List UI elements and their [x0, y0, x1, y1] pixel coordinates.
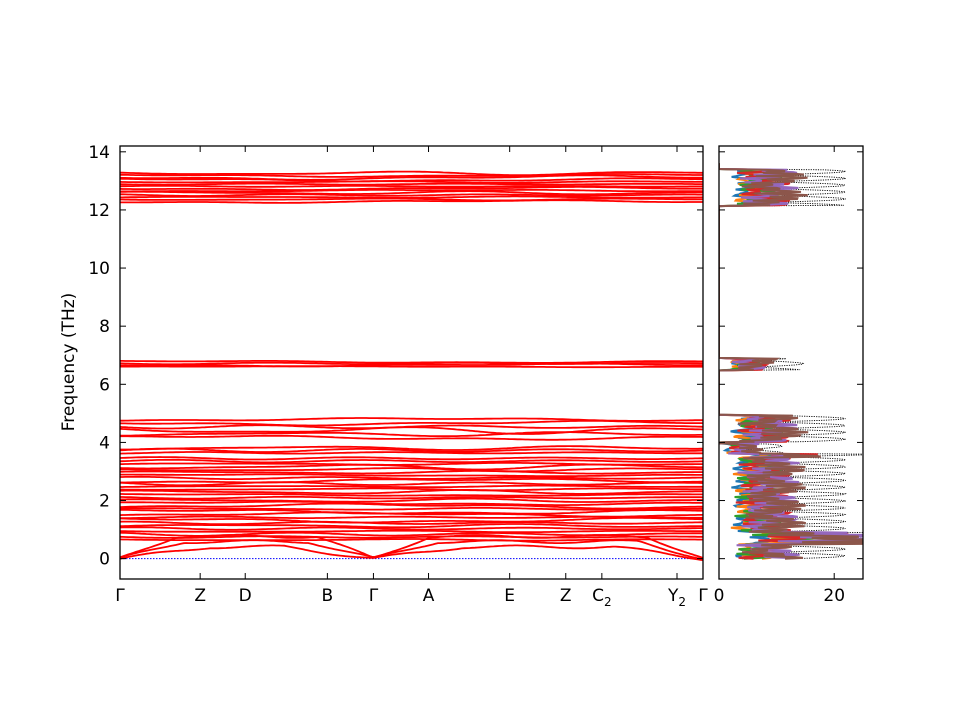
- k-point-label: Γ: [369, 586, 379, 606]
- band-line: [120, 445, 703, 451]
- y-tick-label: 2: [99, 492, 110, 512]
- band-line: [120, 526, 703, 531]
- partial-dos-line: [719, 163, 863, 560]
- acoustic-branches: [120, 534, 703, 561]
- optical-band-group: [120, 445, 703, 455]
- band-line: [120, 544, 703, 561]
- k-point-label: D: [239, 586, 252, 606]
- band-line: [120, 535, 703, 539]
- band-y-ticks: 0 2 4 6 8 10 12 14: [88, 143, 703, 570]
- band-line: [120, 497, 703, 503]
- band-line: [120, 539, 703, 561]
- y-tick-label: 6: [99, 375, 110, 395]
- band-line: [120, 470, 703, 475]
- band-line: [120, 529, 703, 534]
- band-line: [120, 170, 703, 176]
- band-line: [120, 360, 703, 364]
- band-line: [120, 456, 703, 461]
- band-line: [120, 534, 703, 559]
- band-line: [120, 174, 703, 181]
- band-line: [120, 190, 703, 196]
- dos-axes-frame: [718, 145, 864, 580]
- k-point-label: A: [423, 586, 435, 606]
- band-line: [120, 517, 703, 524]
- band-line: [120, 199, 703, 204]
- dos-y-ticks: [719, 151, 863, 560]
- k-point-subscript: 2: [678, 595, 686, 609]
- band-line: [120, 462, 703, 466]
- band-line: [120, 458, 703, 464]
- band-line: [120, 502, 703, 510]
- band-line: [120, 431, 703, 438]
- band-line: [120, 500, 703, 506]
- band-line: [120, 507, 703, 511]
- dos-panel: 0 20: [714, 145, 864, 606]
- band-line: [120, 417, 703, 422]
- band-line: [120, 447, 703, 453]
- dos-lines: [719, 163, 863, 560]
- band-line: [120, 197, 703, 202]
- band-line: [120, 189, 703, 193]
- k-point-label: Z: [560, 586, 572, 606]
- band-line: [120, 193, 703, 197]
- band-line: [120, 475, 703, 480]
- band-axes-frame: [119, 145, 704, 580]
- dos-x-tick-label: 0: [714, 586, 725, 606]
- k-point-label: E: [504, 586, 515, 606]
- band-line: [120, 520, 703, 526]
- band-line: [120, 481, 703, 487]
- y-tick-label: 8: [99, 317, 110, 337]
- band-line: [120, 424, 703, 430]
- band-lines: [120, 170, 703, 561]
- band-line: [120, 489, 703, 495]
- band-line: [120, 493, 703, 497]
- dos-x-tick-label: 20: [823, 586, 845, 606]
- y-tick-label: 14: [88, 143, 110, 163]
- y-tick-label: 4: [99, 433, 110, 453]
- band-line: [120, 195, 703, 199]
- optical-band-group: [120, 360, 703, 369]
- band-line: [120, 511, 703, 518]
- y-axis-title: Frequency (THz): [59, 293, 79, 432]
- band-line: [120, 538, 703, 542]
- k-point-label: Γ: [115, 586, 125, 606]
- k-point-label: Z: [194, 586, 206, 606]
- optical-band-group: [120, 170, 703, 204]
- optical-band-group: [120, 417, 703, 441]
- k-point-subscript: 2: [604, 595, 612, 609]
- band-line: [120, 523, 703, 529]
- band-line: [120, 467, 703, 473]
- band-line: [120, 484, 703, 489]
- y-tick-label: 0: [99, 550, 110, 570]
- band-line: [120, 361, 703, 366]
- band-line: [120, 487, 703, 492]
- band-line: [120, 184, 703, 188]
- band-line: [120, 182, 703, 186]
- band-line: [120, 508, 703, 515]
- band-line: [120, 173, 703, 178]
- k-point-label: Γ: [698, 586, 708, 606]
- band-line: [120, 451, 703, 455]
- band-line: [120, 434, 703, 441]
- y-tick-label: 12: [88, 201, 110, 221]
- band-line: [120, 177, 703, 183]
- band-x-ticks: Γ Z D B Γ A E Z C2 Y2 Γ: [115, 146, 708, 609]
- band-line: [120, 495, 703, 500]
- band-line: [120, 473, 703, 477]
- k-point-label: B: [322, 586, 334, 606]
- band-line: [120, 365, 703, 369]
- y-tick-label: 10: [88, 259, 110, 279]
